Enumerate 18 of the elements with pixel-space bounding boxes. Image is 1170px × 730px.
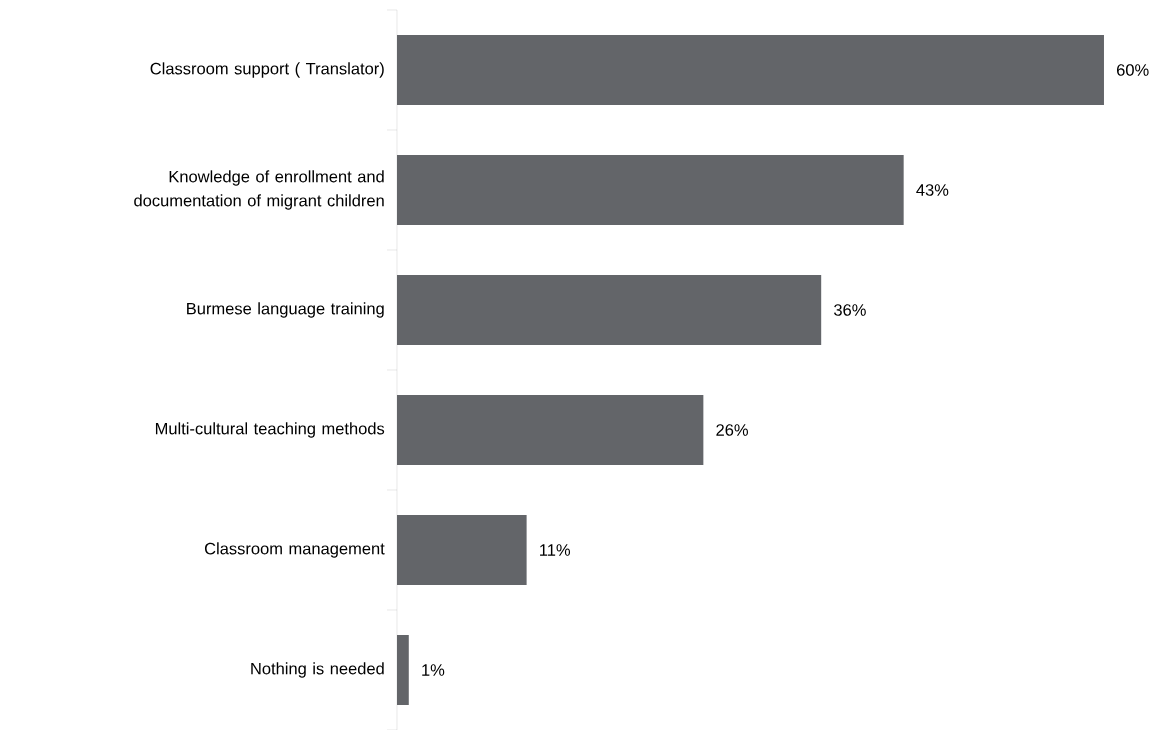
y-tick-label: Knowledge of enrollment and documentation of migrant children [134,170,384,210]
bar [397,35,1104,105]
data-label: 1% [422,664,445,676]
bar [397,275,822,345]
data-label: 26% [716,424,748,436]
data-label: 36% [834,304,866,316]
y-tick-label: Classroom management [204,542,385,558]
data-label: 60% [1117,64,1149,76]
bar [397,395,704,465]
data-label: 43% [916,184,949,196]
bar [397,155,904,225]
y-tick-label: Multi-cultural teaching methods [155,422,385,438]
y-tick-label: Classroom support ( Translator) [150,62,384,78]
y-tick-label: Nothing is needed [251,662,384,678]
bar [397,634,409,705]
y-tick-label: Burmese language training [187,302,384,318]
bar [397,514,527,585]
data-label: 11% [540,544,571,556]
